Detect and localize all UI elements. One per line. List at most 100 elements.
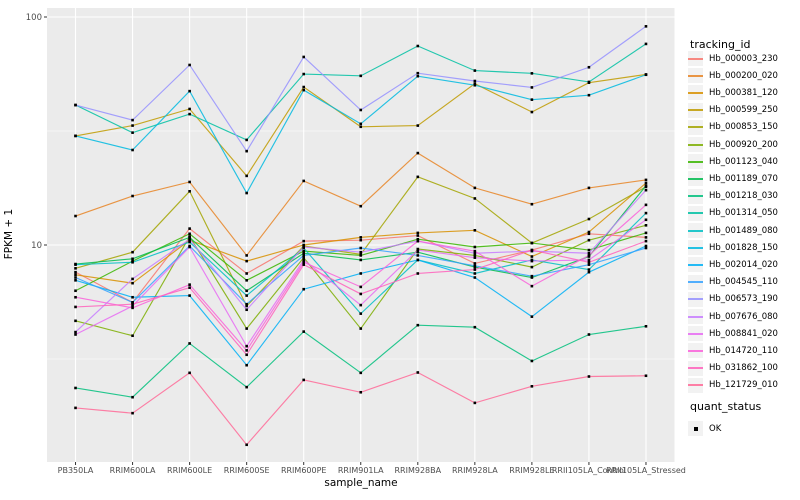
legend-item-label: Hb_006573_190 (709, 294, 778, 305)
data-point (74, 273, 77, 277)
data-point (188, 112, 191, 116)
data-point (644, 324, 648, 328)
data-point (416, 71, 420, 75)
data-point (644, 239, 648, 243)
legend-key-swatch (688, 343, 703, 359)
legend-item-label: Hb_000003_230 (709, 53, 778, 64)
data-point (245, 174, 248, 178)
data-point (74, 386, 77, 390)
data-point (131, 301, 134, 304)
data-point (359, 74, 363, 78)
data-point (245, 344, 248, 348)
data-point (131, 411, 134, 415)
data-point (416, 234, 420, 237)
data-point (188, 232, 191, 236)
data-point (74, 214, 77, 218)
data-point (530, 98, 534, 101)
data-point (245, 304, 248, 308)
legend-item: Hb_000920_200 (688, 136, 778, 153)
data-point (188, 89, 191, 93)
legend-item: Hb_004545_110 (688, 274, 778, 291)
legend-key-swatch (688, 119, 703, 135)
legend-item: Hb_001123_040 (688, 153, 778, 170)
legend-key-swatch (688, 274, 703, 290)
data-point (74, 319, 77, 323)
data-point (473, 325, 477, 329)
x-tick-label: RRIM600LE (167, 466, 212, 475)
data-point (359, 238, 363, 242)
data-point (302, 72, 306, 76)
data-point (473, 256, 477, 259)
legend-key-swatch (688, 326, 703, 342)
data-point (473, 229, 477, 232)
data-point (416, 237, 420, 241)
y-axis-title: FPKM + 1 (3, 208, 15, 260)
data-point (359, 285, 363, 289)
legend-key-swatch (688, 85, 703, 101)
series-color-line-icon (688, 160, 703, 163)
data-point (131, 302, 134, 306)
data-point (74, 289, 77, 293)
data-point (644, 231, 648, 235)
data-point (416, 44, 420, 48)
legend-item: Hb_000003_230 (688, 50, 778, 67)
data-point (245, 149, 248, 153)
data-point (131, 304, 134, 308)
data-point (74, 103, 77, 107)
legend-item: Hb_031862_100 (688, 360, 778, 377)
legend-item: Hb_014720_110 (688, 342, 778, 359)
data-point (530, 86, 534, 89)
legend-key-swatch (688, 309, 703, 324)
data-point (644, 236, 648, 239)
ok-point-icon (693, 426, 698, 431)
data-point (302, 378, 306, 382)
data-point (587, 251, 591, 255)
data-point (188, 283, 191, 286)
data-point (131, 148, 134, 152)
legend-item-label: Hb_002014_020 (709, 259, 778, 270)
data-point (644, 374, 648, 378)
data-point (416, 323, 420, 327)
data-point (644, 244, 648, 248)
legend-item-label: Hb_014720_110 (709, 345, 778, 356)
data-point (302, 179, 306, 183)
data-point (359, 258, 363, 262)
data-point (131, 260, 134, 264)
data-point (131, 277, 134, 281)
data-point (302, 263, 306, 266)
series-color-line-icon (688, 126, 703, 129)
legend-item: Hb_001189_070 (688, 170, 778, 187)
legend-key-swatch (688, 205, 703, 221)
data-point (131, 295, 134, 299)
data-point (644, 211, 648, 215)
data-point (473, 251, 477, 255)
data-point (188, 294, 191, 297)
series-color-line-icon (688, 195, 703, 198)
data-point (587, 248, 591, 252)
series-color-line-icon (688, 349, 703, 352)
legend-key-swatch (688, 188, 703, 204)
legend-item-label: Hb_000381_120 (709, 87, 778, 98)
x-tick-label: RRIM600SE (224, 466, 270, 475)
series-color-line-icon (688, 57, 703, 60)
data-point (644, 188, 648, 192)
data-point (188, 342, 191, 345)
data-point (359, 292, 363, 296)
data-point (644, 224, 648, 227)
legend-item-label: Hb_001314_050 (709, 208, 778, 219)
data-point (644, 42, 648, 46)
legend-item: Hb_121729_010 (688, 377, 778, 394)
data-point (359, 327, 363, 330)
data-point (131, 250, 134, 254)
data-point (302, 330, 306, 333)
data-point (416, 250, 420, 254)
data-point (188, 236, 191, 239)
legend-item-label: Hb_000853_150 (709, 122, 778, 133)
data-point (245, 254, 248, 257)
data-point (74, 330, 77, 334)
data-point (245, 279, 248, 282)
data-point (359, 204, 363, 208)
legend-item-label: Hb_001123_040 (709, 156, 778, 167)
data-point (473, 245, 477, 249)
